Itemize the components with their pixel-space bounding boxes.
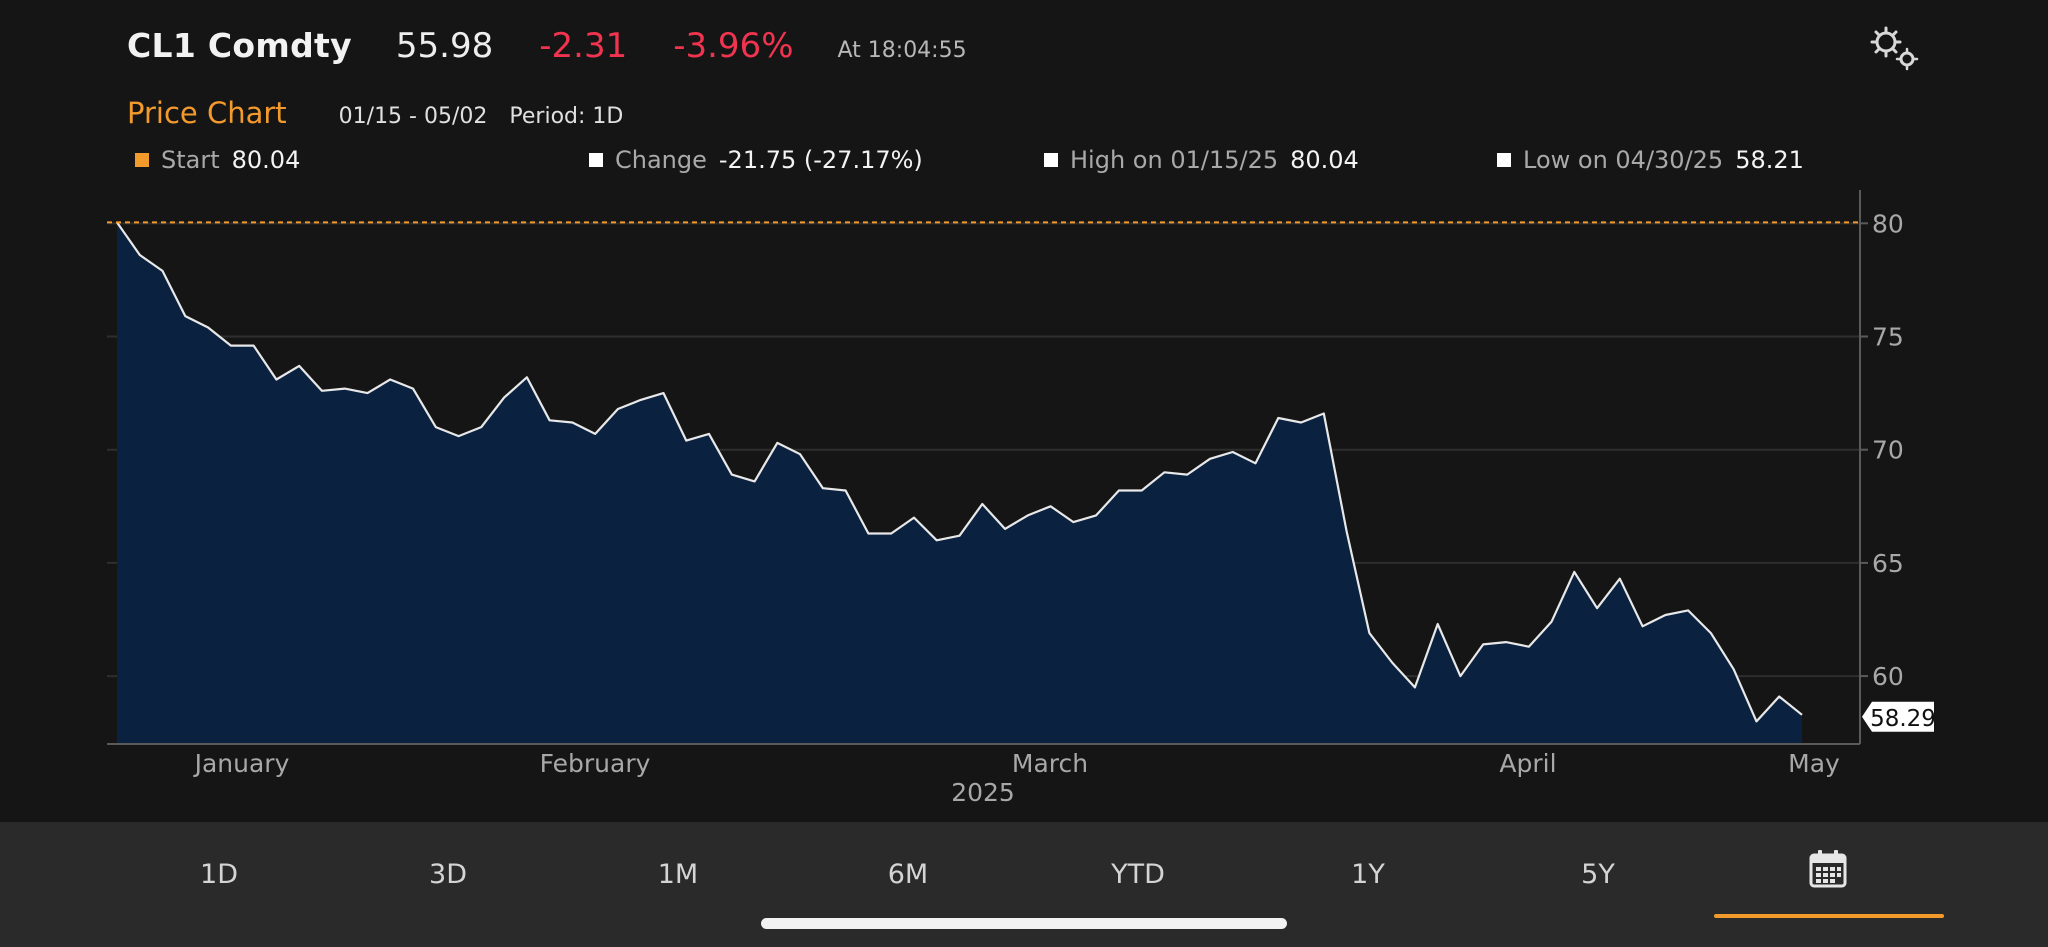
timeframe-ytd-button[interactable]: YTD xyxy=(1111,859,1165,890)
price-chart-title: Price Chart xyxy=(127,96,287,130)
legend-value: 80.04 xyxy=(1290,146,1359,174)
timeframe-1d-button[interactable]: 1D xyxy=(200,859,238,890)
low-marker-icon xyxy=(1497,153,1511,167)
legend-high: High on 01/15/25 80.04 xyxy=(1044,146,1359,174)
y-tick-label: 70 xyxy=(1872,436,1904,465)
change-marker-icon xyxy=(589,153,603,167)
x-tick-label: February xyxy=(540,749,651,778)
timeframe-1y-button[interactable]: 1Y xyxy=(1351,859,1385,890)
y-tick-label: 60 xyxy=(1872,662,1904,691)
legend-label: Start xyxy=(161,146,220,174)
last-value-tag xyxy=(1862,701,1934,732)
last-price: 55.98 xyxy=(395,26,494,66)
legend-label: High on 01/15/25 xyxy=(1070,146,1279,174)
price-line xyxy=(116,221,1803,723)
period-label: Period: 1D xyxy=(509,104,624,129)
price-area xyxy=(117,222,1802,744)
net-change: -2.31 xyxy=(539,26,628,66)
legend-value: 58.21 xyxy=(1735,146,1804,174)
y-tick-label: 65 xyxy=(1872,549,1904,578)
x-axis-year-label: 2025 xyxy=(951,778,1015,807)
timeframe-1m-button[interactable]: 1M xyxy=(657,859,699,890)
high-marker-icon xyxy=(1044,153,1058,167)
chart-subheader: Price Chart 01/15 - 05/02 Period: 1D xyxy=(127,96,623,130)
y-axis-ticks: 80 75 70 65 60 xyxy=(1860,209,1904,691)
x-tick-label: May xyxy=(1788,749,1840,778)
ticker-symbol: CL1 Comdty xyxy=(127,26,352,65)
last-value-label: 58.29 xyxy=(1862,701,1936,732)
custom-range-calendar-button[interactable] xyxy=(1714,842,1944,918)
calendar-icon xyxy=(1809,850,1847,888)
start-marker-icon xyxy=(135,153,149,167)
last-value-text: 58.29 xyxy=(1870,706,1936,732)
active-tab-underline xyxy=(1714,914,1944,918)
y-tick-label: 75 xyxy=(1872,323,1904,352)
legend-value: 80.04 xyxy=(231,146,301,174)
quote-timestamp: At 18:04:55 xyxy=(837,38,967,63)
quote-header: CL1 Comdty 55.98 -2.31 -3.96% At 18:04:5… xyxy=(127,26,967,76)
x-axis-ticks: January February March April May xyxy=(193,749,1840,778)
x-tick-label: January xyxy=(193,749,290,778)
legend-low: Low on 04/30/25 58.21 xyxy=(1497,146,1804,174)
legend-label: Low on 04/30/25 xyxy=(1523,146,1724,174)
legend-value: -21.75 (-27.17%) xyxy=(718,146,923,174)
x-tick-label: March xyxy=(1012,749,1088,778)
legend-change: Change -21.75 (-27.17%) xyxy=(589,146,923,174)
percent-change: -3.96% xyxy=(673,26,794,66)
home-indicator xyxy=(761,918,1287,929)
timeframe-6m-button[interactable]: 6M xyxy=(887,859,929,890)
timeframe-5y-button[interactable]: 5Y xyxy=(1581,859,1615,890)
timeframe-3d-button[interactable]: 3D xyxy=(429,859,467,890)
date-range: 01/15 - 05/02 xyxy=(338,104,488,129)
settings-gear-icon[interactable] xyxy=(1866,24,1922,74)
legend-start: Start 80.04 xyxy=(135,146,300,174)
y-tick-label: 80 xyxy=(1872,209,1904,238)
timeframe-bar: 1D 3D 1M 6M YTD 1Y 5Y xyxy=(0,822,2048,947)
x-tick-label: April xyxy=(1499,749,1556,778)
legend-label: Change xyxy=(615,146,707,174)
